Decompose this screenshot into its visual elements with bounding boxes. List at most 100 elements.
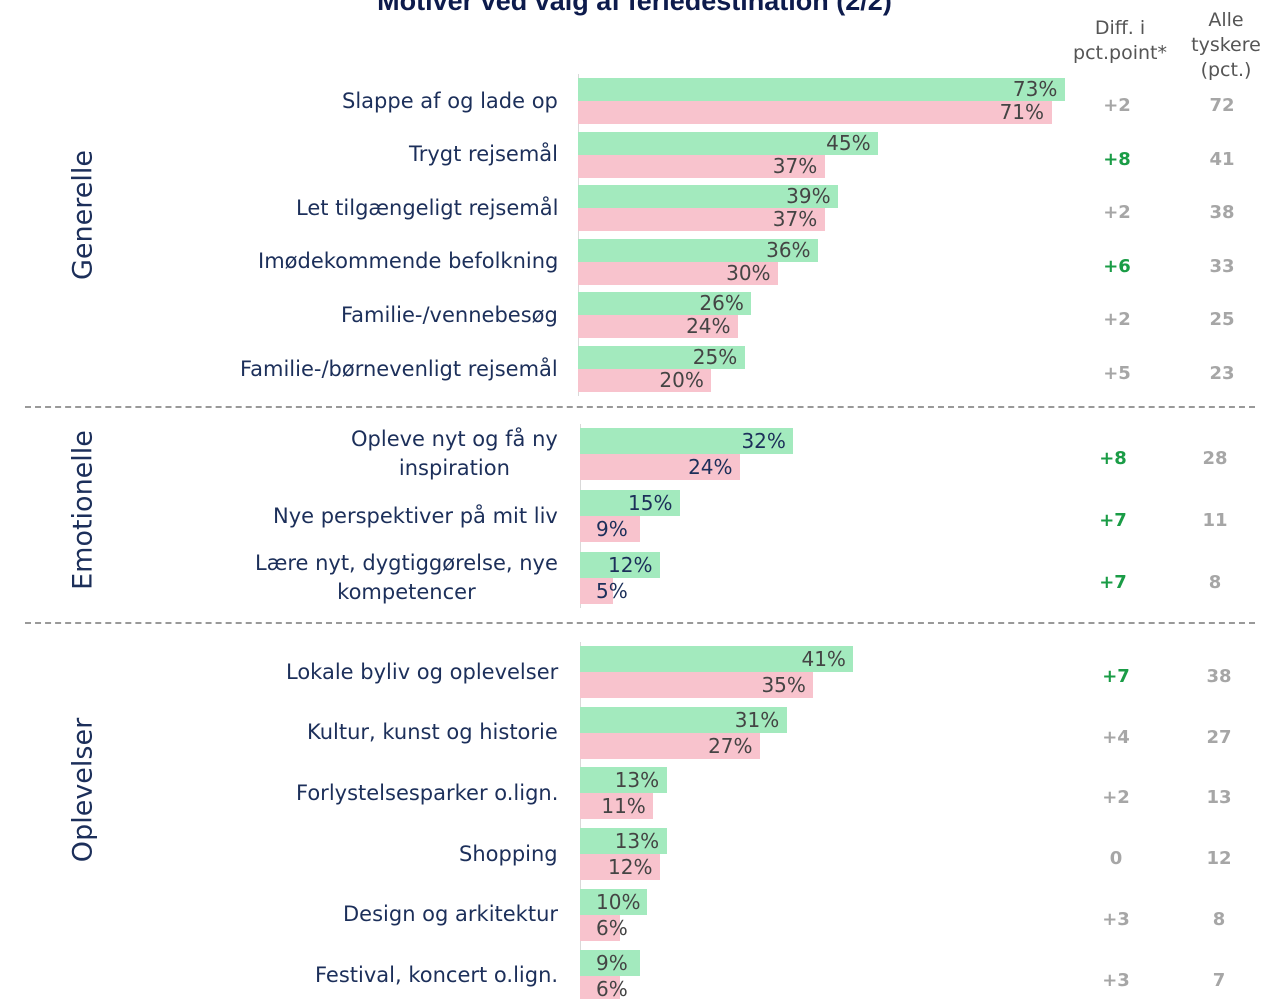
value-label: 41% xyxy=(801,647,846,671)
category-label: Let tilgængeligt rejsemål xyxy=(296,195,559,220)
axis-line xyxy=(580,642,581,999)
value-label: 32% xyxy=(741,429,786,453)
diff-value: +7 xyxy=(1102,666,1130,687)
category-label: Opleve nyt og få ny inspiration xyxy=(351,427,558,480)
diff-value: +4 xyxy=(1102,726,1130,748)
diff-value: +3 xyxy=(1102,908,1130,930)
value-label: 12% xyxy=(608,553,653,577)
bar xyxy=(580,767,667,794)
value-label: 71% xyxy=(999,100,1045,124)
bar xyxy=(578,261,779,285)
value-label: 45% xyxy=(826,130,871,155)
value-label: 30% xyxy=(726,260,771,285)
value-label: 9% xyxy=(596,517,628,541)
category-label: Imødekommende befolkning xyxy=(258,249,559,274)
all-value: 7 xyxy=(1212,969,1226,991)
diff-value: 0 xyxy=(1109,848,1123,870)
group-separator xyxy=(25,406,1255,408)
value-label: 11% xyxy=(601,794,646,819)
group-label: Oplevelser xyxy=(67,717,99,863)
diff-value: +3 xyxy=(1102,969,1130,991)
category-label: Slappe af og lade op xyxy=(342,88,558,113)
value-label: 35% xyxy=(761,673,806,697)
category-label: Kultur, kunst og historie xyxy=(307,720,558,745)
value-label: 5% xyxy=(596,579,628,603)
value-label: 13% xyxy=(614,829,660,854)
value-label: 27% xyxy=(708,733,753,758)
diff-value: +6 xyxy=(1103,255,1131,277)
all-value: 28 xyxy=(1202,448,1228,469)
value-label: 12% xyxy=(608,855,653,880)
value-label: 24% xyxy=(688,455,733,479)
all-value: 8 xyxy=(1208,572,1222,593)
all-value: 13 xyxy=(1206,787,1232,809)
bar xyxy=(578,292,752,316)
all-value: 8 xyxy=(1212,908,1226,930)
bar xyxy=(580,854,661,881)
category-label: Lokale byliv og oplevelser xyxy=(286,659,559,684)
value-label: 6% xyxy=(596,976,628,999)
value-label: 37% xyxy=(772,207,818,232)
value-label: 10% xyxy=(596,889,641,914)
value-label: 9% xyxy=(596,950,628,975)
bar xyxy=(580,672,814,698)
all-value: 25 xyxy=(1209,309,1235,331)
chart-title: Motiver ved valg af feriedestination (2/… xyxy=(377,0,892,16)
category-label: Nye perspektiver på mit liv xyxy=(273,503,558,528)
value-label: 15% xyxy=(628,491,673,515)
bar xyxy=(580,888,647,915)
diff-value: +2 xyxy=(1103,309,1131,331)
bar xyxy=(580,949,641,976)
value-label: 39% xyxy=(786,184,831,209)
diff-value: +2 xyxy=(1102,787,1130,809)
value-label: 73% xyxy=(1012,77,1058,101)
bar xyxy=(580,578,614,604)
value-label: 31% xyxy=(734,707,780,732)
category-label: Trygt rejsemål xyxy=(409,142,558,167)
category-label: Lære nyt, dygtiggørelse, nye kompetencer xyxy=(255,551,558,604)
category-label: Shopping xyxy=(459,841,558,866)
value-label: 24% xyxy=(686,314,731,339)
bar xyxy=(580,828,667,855)
bar xyxy=(580,732,761,759)
bar xyxy=(580,454,741,480)
bar xyxy=(578,346,745,369)
category-label: Familie-/børnevenligt rejsemål xyxy=(240,356,558,381)
bar xyxy=(580,490,681,516)
bar xyxy=(580,793,654,820)
bar xyxy=(578,185,839,209)
bar xyxy=(580,975,621,999)
bar xyxy=(578,78,1065,101)
diff-value: +7 xyxy=(1099,572,1127,593)
bar xyxy=(580,646,854,672)
category-label: Festival, koncert o.lign. xyxy=(315,963,559,987)
bar xyxy=(578,208,825,232)
diff-value: +7 xyxy=(1099,510,1127,531)
axis-line xyxy=(578,74,579,396)
value-label: 37% xyxy=(772,153,818,178)
category-label: Forlystelsesparker o.lign. xyxy=(296,780,559,805)
value-label: 26% xyxy=(699,291,744,316)
diff-value: +8 xyxy=(1099,448,1127,469)
diff-value: +8 xyxy=(1103,148,1131,170)
bar xyxy=(578,315,739,339)
bar xyxy=(578,369,712,392)
value-label: 25% xyxy=(692,345,738,369)
bar xyxy=(578,131,879,155)
all-value: 38 xyxy=(1206,666,1232,687)
bar xyxy=(578,238,819,262)
all-value: 33 xyxy=(1209,255,1235,277)
value-label: 36% xyxy=(766,237,811,262)
column-header: Diff. i pct.point* xyxy=(1073,17,1167,64)
value-label: 13% xyxy=(614,768,660,793)
bar xyxy=(580,706,787,733)
bar xyxy=(578,101,1052,124)
all-value: 27 xyxy=(1206,726,1232,748)
all-value: 11 xyxy=(1202,510,1228,531)
category-label: Familie-/vennebesøg xyxy=(341,302,558,327)
bar xyxy=(580,516,641,542)
all-value: 38 xyxy=(1209,202,1235,224)
all-value: 23 xyxy=(1209,363,1235,384)
bar xyxy=(578,154,825,178)
